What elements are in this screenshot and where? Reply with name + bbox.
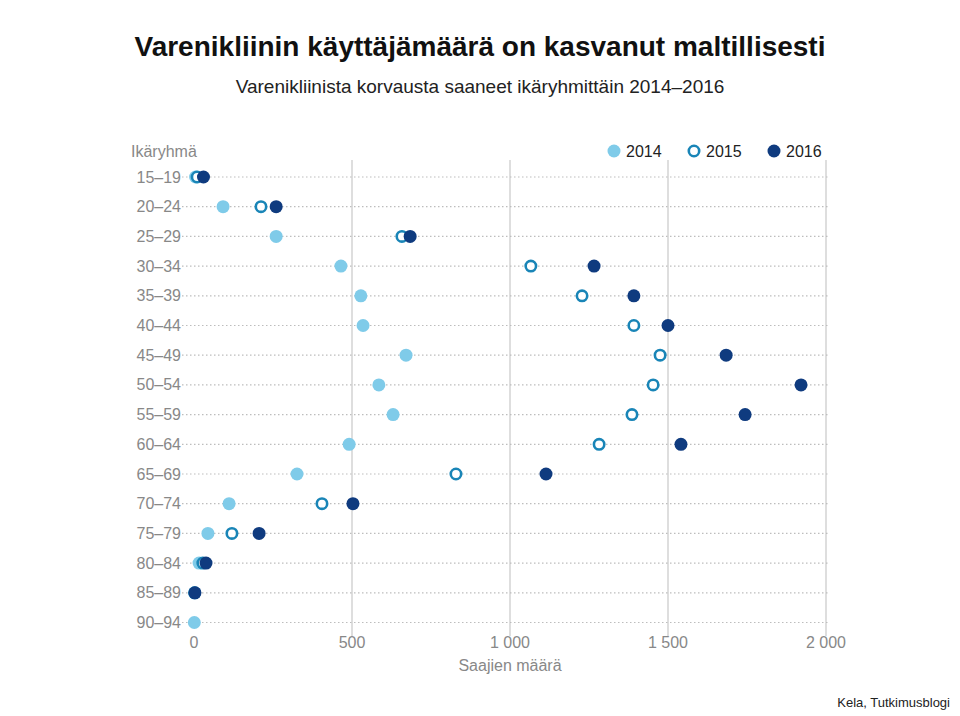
dot [404,230,417,243]
category-label: 55–59 [137,406,182,423]
dot [451,469,461,479]
x-tick-label: 2 000 [806,634,846,651]
category-label: 85–89 [137,584,182,601]
row-grid-line [182,622,828,623]
dot [372,378,385,391]
dot [588,260,601,273]
dot [227,528,237,538]
row-grid-line [182,266,828,267]
dot [387,408,400,421]
category-label: 35–39 [137,287,182,304]
dot [357,319,370,332]
dot [655,350,665,360]
category-label: 75–79 [137,525,182,542]
dot [627,409,637,419]
title: Varenikliinin käyttäjämäärä on kasvanut … [135,31,826,62]
legend-label: 2015 [706,143,742,160]
dot [577,291,587,301]
row-grid-line [182,384,828,385]
marks [188,171,808,630]
dot [317,499,327,509]
dot [200,557,213,570]
dot [291,468,304,481]
grid-line [352,160,353,636]
dot [739,408,752,421]
dot [627,289,640,302]
dot [270,200,283,213]
subtitle: Varenikliinista korvausta saaneet ikäryh… [236,76,725,97]
dot [334,260,347,273]
row-grid-line [182,562,828,563]
legend-marker [768,145,781,158]
category-label: 60–64 [137,436,182,453]
dot [217,200,230,213]
row-grid-line [182,503,828,504]
y-axis-label: Ikäryhmä [131,143,197,160]
dot [188,586,201,599]
x-tick-label: 1 000 [490,634,530,651]
dot [201,527,214,540]
dot [270,230,283,243]
dot [674,438,687,451]
x-tick-label: 1 500 [648,634,688,651]
x-axis-label: Saajien määrä [458,657,561,674]
category-label: 20–24 [137,198,182,215]
dot [253,527,266,540]
row-grid-line [182,444,828,445]
dot [540,468,553,481]
category-label: 65–69 [137,466,182,483]
x-tick-label: 500 [339,634,366,651]
dot [223,497,236,510]
dot [629,320,639,330]
row-grid-line [182,592,828,593]
x-tick-label: 0 [190,634,199,651]
category-label: 70–74 [137,495,182,512]
grid-line [668,160,669,636]
dot [526,261,536,271]
row-grid-line [182,473,828,474]
legend-marker [689,146,699,156]
dot [662,319,675,332]
category-label: 40–44 [137,317,182,334]
legend-label: 2014 [626,143,662,160]
dot [720,349,733,362]
row-grid-line [182,295,828,296]
category-label: 50–54 [137,376,182,393]
dot [197,171,210,184]
chart: Varenikliinin käyttäjämäärä on kasvanut … [0,0,960,716]
row-grid-line [182,414,828,415]
category-label: 15–19 [137,169,182,186]
grid-line [826,160,827,636]
category-label: 30–34 [137,258,182,275]
category-label: 80–84 [137,555,182,572]
dot [795,378,808,391]
dot [354,289,367,302]
category-label: 45–49 [137,347,182,364]
dot [343,438,356,451]
category-label: 90–94 [137,614,182,631]
source: Kela, Tutkimusblogi [837,695,950,710]
legend-label: 2016 [786,143,822,160]
row-grid-line [182,176,828,177]
category-label: 25–29 [137,228,182,245]
dot [188,616,201,629]
dot [400,349,413,362]
legend-marker [608,145,621,158]
grid-line [510,160,511,636]
dot [188,586,201,599]
dot [594,439,604,449]
dot [256,202,266,212]
dot [346,497,359,510]
row-grid-line [182,533,828,534]
row-grid-line [182,325,828,326]
dot [648,380,658,390]
